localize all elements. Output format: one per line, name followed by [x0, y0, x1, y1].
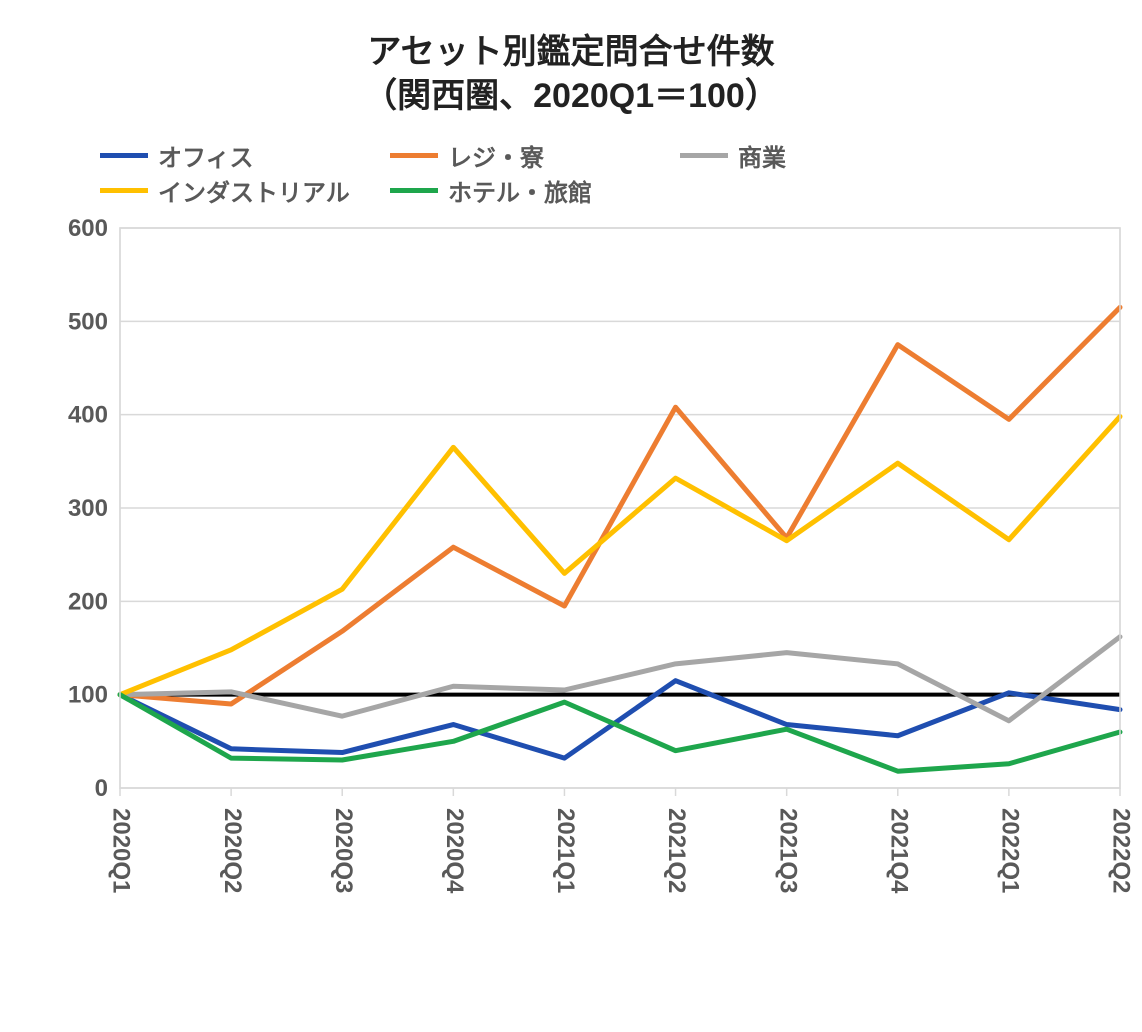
chart-legend: オフィス レジ・寮 商業インダストリアル ホテル・旅館: [100, 138, 1102, 208]
chart-title: アセット別鑑定問合せ件数 （関西圏、2020Q1＝100）: [40, 30, 1102, 118]
legend-swatch: [100, 153, 148, 158]
y-tick-label: 200: [68, 589, 108, 616]
legend-item: ホテル・旅館: [390, 173, 650, 208]
x-tick-label: 2020Q1: [108, 808, 135, 893]
x-label-group: 2020Q3: [330, 808, 357, 893]
legend-item: オフィス: [100, 138, 360, 173]
x-label-group: 2020Q2: [219, 808, 246, 893]
legend-swatch: [390, 153, 438, 158]
x-label-group: 2021Q3: [774, 808, 801, 893]
x-tick-label: 2021Q4: [885, 808, 912, 894]
legend-swatch: [680, 153, 728, 158]
y-tick-label: 300: [68, 495, 108, 522]
x-tick-label: 2020Q3: [330, 808, 357, 893]
x-tick-label: 2021Q1: [552, 808, 579, 893]
legend-label: 商業: [738, 138, 786, 173]
legend-label: ホテル・旅館: [448, 173, 592, 208]
chart-title-line2: （関西圏、2020Q1＝100）: [363, 77, 779, 115]
x-tick-label: 2021Q2: [663, 808, 690, 893]
x-tick-label: 2021Q3: [774, 808, 801, 893]
legend-swatch: [390, 188, 438, 193]
legend-label: インダストリアル: [158, 173, 350, 208]
chart-title-line1: アセット別鑑定問合せ件数: [367, 33, 774, 71]
y-tick-label: 100: [68, 682, 108, 709]
legend-item: インダストリアル: [100, 173, 360, 208]
x-tick-label: 2022Q2: [1108, 808, 1135, 893]
x-label-group: 2022Q1: [997, 808, 1024, 893]
chart-container: アセット別鑑定問合せ件数 （関西圏、2020Q1＝100） オフィス レジ・寮 商業…: [0, 0, 1142, 1032]
x-tick-label: 2020Q2: [219, 808, 246, 893]
x-label-group: 2021Q2: [663, 808, 690, 893]
x-label-group: 2020Q4: [441, 808, 468, 894]
legend-swatch: [100, 188, 148, 193]
y-tick-label: 0: [95, 775, 108, 802]
x-tick-label: 2022Q1: [997, 808, 1024, 893]
x-tick-label: 2020Q4: [441, 808, 468, 894]
x-label-group: 2022Q2: [1108, 808, 1135, 893]
legend-item: レジ・寮: [390, 138, 650, 173]
legend-item: 商業: [680, 138, 940, 173]
legend-label: レジ・寮: [448, 138, 544, 173]
chart-plot-area: 0 100 200 300 400 500 600 2020Q1 2020Q2 2020Q3 202…: [40, 218, 1102, 953]
x-label-group: 2021Q1: [552, 808, 579, 893]
y-tick-label: 600: [68, 218, 108, 242]
y-tick-label: 500: [68, 309, 108, 336]
x-label-group: 2021Q4: [885, 808, 912, 894]
x-label-group: 2020Q1: [108, 808, 135, 893]
legend-label: オフィス: [158, 138, 254, 173]
chart-svg: 0 100 200 300 400 500 600 2020Q1 2020Q2 2020Q3 202…: [40, 218, 1140, 948]
y-tick-label: 400: [68, 402, 108, 429]
